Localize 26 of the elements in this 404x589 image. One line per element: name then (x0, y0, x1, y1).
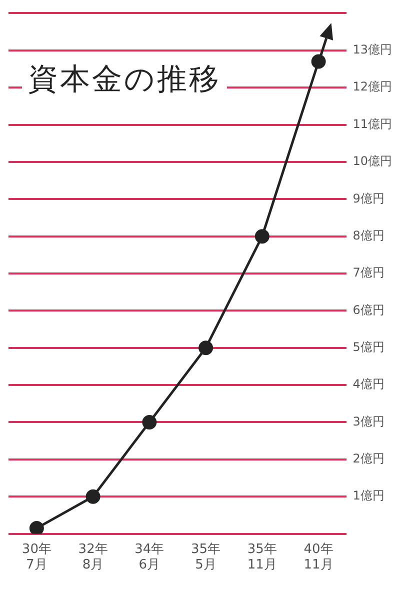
y-tick-label: 10億円 (352, 154, 392, 168)
point (142, 414, 157, 430)
y-tick-label: 1億円 (352, 488, 384, 503)
y-tick-label: 8億円 (352, 228, 384, 242)
y-tick-label: 2億円 (352, 452, 384, 466)
y-tick-label: 4億円 (352, 377, 384, 392)
y-tick-label: 13億円 (352, 42, 392, 57)
y-tick-label: 11億円 (352, 116, 392, 131)
y-tick-label: 5億円 (352, 340, 384, 354)
y-tick-label: 3億円 (352, 414, 384, 428)
x-tick-label: 35年 11月 (247, 542, 277, 573)
x-tick-label: 35年 5月 (191, 542, 221, 573)
x-tick-label: 40年 11月 (304, 542, 334, 573)
point (254, 229, 270, 244)
y-tick-label: 7億円 (352, 266, 384, 280)
x-tick-label: 34年 6月 (134, 542, 164, 573)
y-tick-label: 12億円 (352, 80, 392, 94)
point (198, 340, 214, 356)
x-tick-label: 32年 8月 (78, 542, 108, 573)
point (311, 54, 326, 69)
y-tick-label: 6億円 (352, 302, 384, 317)
x-tick-label: 30年 7月 (22, 542, 52, 573)
point (86, 489, 100, 504)
text: 資本金の推移 (22, 62, 227, 98)
point (29, 520, 44, 534)
y-tick-label: 9億円 (352, 191, 384, 206)
